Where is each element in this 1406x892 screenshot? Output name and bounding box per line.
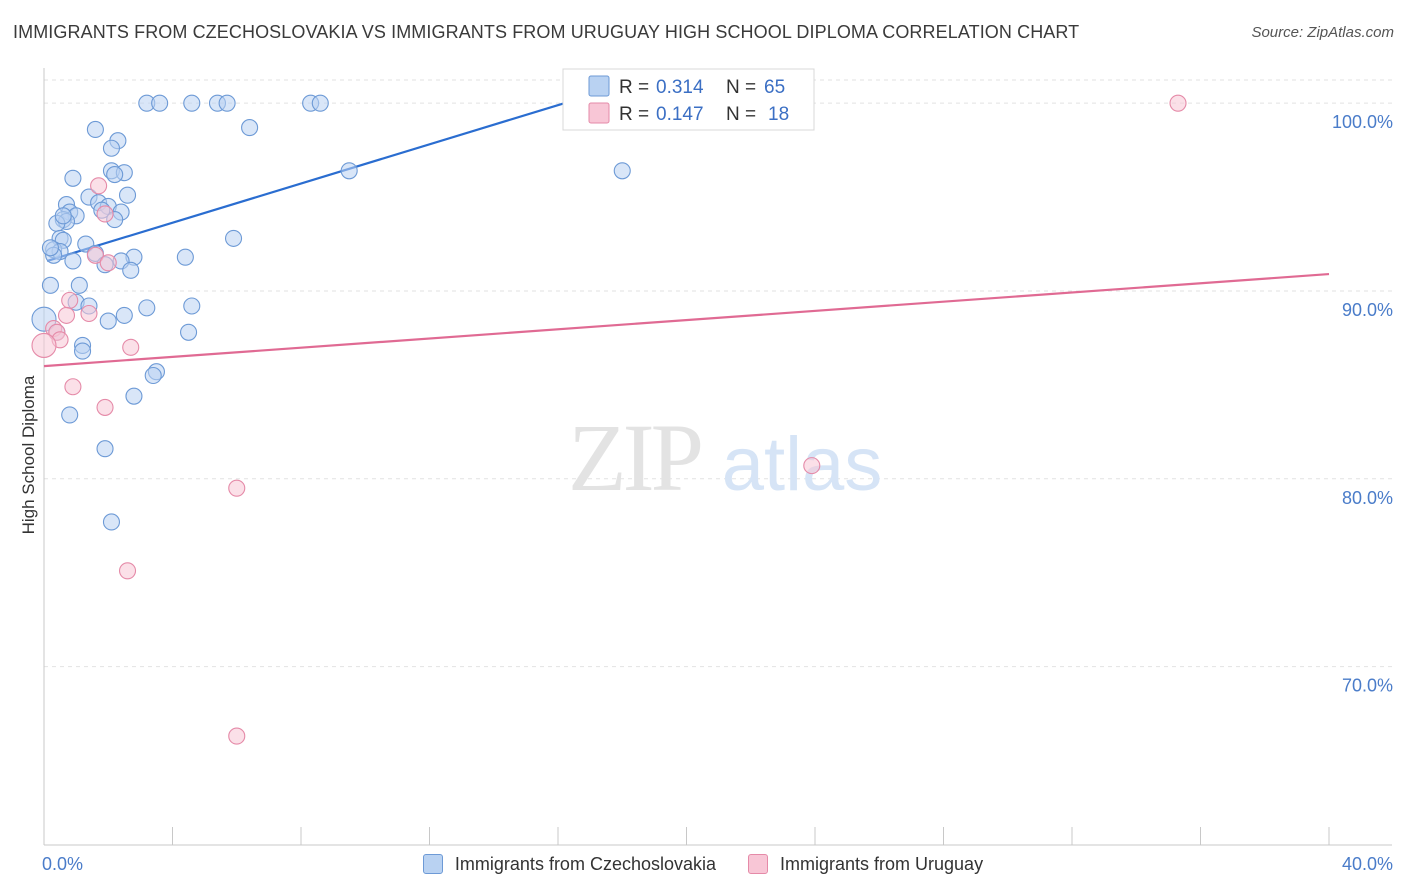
point-czechoslovakia[interactable] bbox=[102, 513, 121, 531]
legend-r-value-1: 0.314 bbox=[656, 77, 704, 98]
point-czechoslovakia[interactable] bbox=[151, 94, 169, 112]
point-czechoslovakia[interactable] bbox=[176, 248, 194, 266]
point-czechoslovakia[interactable] bbox=[144, 366, 162, 385]
point-uruguay[interactable] bbox=[57, 306, 76, 324]
point-czechoslovakia[interactable] bbox=[102, 139, 121, 157]
swatch-pink bbox=[748, 854, 769, 874]
y-tick-label: 100.0% bbox=[1332, 112, 1393, 132]
point-czechoslovakia[interactable] bbox=[613, 162, 631, 180]
legend-n-value-2: 18 bbox=[768, 104, 789, 125]
swatch-blue bbox=[422, 854, 443, 874]
point-czechoslovakia[interactable] bbox=[64, 252, 82, 270]
y-tick-label: 80.0% bbox=[1342, 488, 1393, 508]
legend-n-label-1: N = bbox=[726, 77, 756, 98]
y-axis-title: High School Diploma bbox=[19, 375, 38, 534]
points-layer bbox=[31, 94, 1187, 745]
point-czechoslovakia[interactable] bbox=[41, 276, 59, 294]
legend-swatch-pink bbox=[588, 102, 610, 124]
point-uruguay[interactable] bbox=[228, 479, 246, 497]
point-czechoslovakia[interactable] bbox=[180, 323, 198, 341]
point-czechoslovakia[interactable] bbox=[70, 276, 88, 294]
bottom-legend-label-uruguay: Immigrants from Uruguay bbox=[780, 853, 984, 874]
point-czechoslovakia[interactable] bbox=[118, 186, 137, 204]
point-uruguay[interactable] bbox=[803, 457, 821, 475]
point-uruguay[interactable] bbox=[1169, 94, 1187, 112]
bottom-legend-item-uruguay[interactable]: Immigrants from Uruguay bbox=[748, 854, 983, 875]
axes-layer: 100.0% 90.0% 80.0% 70.0% 0.0% 40.0% bbox=[42, 68, 1393, 874]
point-czechoslovakia[interactable] bbox=[183, 94, 201, 112]
trend-line-uruguay bbox=[43, 272, 1330, 368]
watermark-atlas: atlas bbox=[722, 422, 883, 507]
legend-swatch-blue bbox=[588, 75, 610, 97]
point-czechoslovakia[interactable] bbox=[340, 162, 358, 180]
point-czechoslovakia[interactable] bbox=[41, 239, 59, 257]
bottom-legend-item-czechoslovakia[interactable]: Immigrants from Czechoslovakia bbox=[422, 853, 717, 875]
source-label: Source: ZipAtlas.com bbox=[1251, 24, 1394, 41]
point-czechoslovakia[interactable] bbox=[311, 94, 329, 112]
legend-n-value-1: 65 bbox=[764, 77, 785, 98]
y-tick-label: 70.0% bbox=[1342, 676, 1393, 696]
point-czechoslovakia[interactable] bbox=[115, 306, 133, 324]
point-czechoslovakia[interactable] bbox=[183, 297, 201, 315]
point-czechoslovakia[interactable] bbox=[96, 440, 114, 458]
x-tick-label: 40.0% bbox=[1342, 854, 1393, 874]
legend-r-label-2: R = bbox=[619, 104, 649, 125]
chart-title: IMMIGRANTS FROM CZECHOSLOVAKIA VS IMMIGR… bbox=[13, 22, 1080, 42]
point-czechoslovakia[interactable] bbox=[138, 299, 156, 317]
point-czechoslovakia[interactable] bbox=[61, 406, 79, 424]
point-czechoslovakia[interactable] bbox=[241, 119, 259, 137]
point-czechoslovakia[interactable] bbox=[99, 312, 117, 330]
point-uruguay[interactable] bbox=[118, 562, 137, 580]
legend-n-label-2: N = bbox=[726, 104, 756, 125]
point-czechoslovakia[interactable] bbox=[86, 120, 104, 139]
point-czechoslovakia[interactable] bbox=[122, 261, 140, 279]
point-czechoslovakia[interactable] bbox=[224, 229, 243, 247]
top-legend: R = 0.314 N = 65 R = 0.147 N = 18 bbox=[562, 68, 815, 131]
point-czechoslovakia[interactable] bbox=[218, 94, 236, 112]
point-uruguay[interactable] bbox=[86, 246, 104, 264]
point-uruguay[interactable] bbox=[31, 332, 57, 358]
point-czechoslovakia[interactable] bbox=[54, 207, 72, 225]
point-czechoslovakia[interactable] bbox=[125, 387, 143, 405]
point-uruguay[interactable] bbox=[99, 254, 117, 272]
bottom-legend: Immigrants from Czechoslovakia Immigrant… bbox=[0, 850, 1406, 878]
trend-line-czechoslovakia bbox=[46, 102, 565, 262]
legend-r-value-2: 0.147 bbox=[656, 104, 704, 125]
legend-r-label-1: R = bbox=[619, 77, 649, 98]
y-tick-label: 90.0% bbox=[1342, 300, 1393, 320]
point-czechoslovakia[interactable] bbox=[64, 169, 82, 187]
point-uruguay[interactable] bbox=[228, 727, 246, 745]
point-czechoslovakia[interactable] bbox=[106, 165, 124, 184]
grid-layer bbox=[44, 79, 1392, 668]
watermark: ZIP atlas bbox=[568, 404, 882, 511]
trend-layer bbox=[43, 102, 1330, 368]
point-uruguay[interactable] bbox=[64, 378, 82, 396]
point-czechoslovakia[interactable] bbox=[74, 342, 92, 360]
point-uruguay[interactable] bbox=[61, 291, 79, 309]
bottom-legend-label-czechoslovakia: Immigrants from Czechoslovakia bbox=[454, 853, 717, 874]
point-uruguay[interactable] bbox=[90, 177, 108, 195]
point-uruguay[interactable] bbox=[96, 205, 114, 223]
x-tick-label: 0.0% bbox=[42, 854, 83, 874]
point-uruguay[interactable] bbox=[96, 398, 114, 416]
point-uruguay[interactable] bbox=[122, 338, 140, 356]
point-uruguay[interactable] bbox=[80, 304, 98, 323]
watermark-zip: ZIP bbox=[568, 404, 701, 511]
